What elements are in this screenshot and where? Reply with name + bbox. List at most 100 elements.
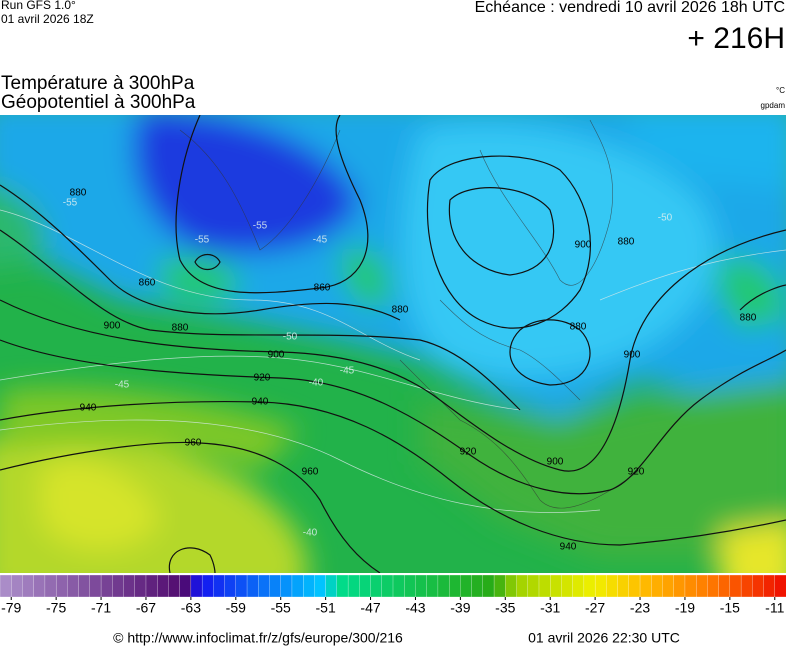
isotherm-label: -55	[195, 235, 210, 246]
contour-label: 880	[172, 323, 189, 334]
isotherm-label: -50	[658, 213, 673, 224]
colorbar-swatch	[179, 574, 192, 598]
footer-source: © http://www.infoclimat.fr/z/gfs/europe/…	[113, 630, 403, 646]
colorbar-swatch	[404, 574, 416, 598]
contour-label: 880	[618, 237, 635, 248]
colorbar-tick-label: -79	[1, 600, 21, 616]
map	[0, 115, 786, 573]
colorbar-swatch	[740, 574, 753, 598]
run-date: 01 avril 2026 18Z	[1, 12, 94, 26]
colorbar-swatch	[168, 574, 181, 598]
colorbar-swatch	[550, 574, 562, 598]
colorbar-swatch	[89, 574, 102, 598]
colorbar-swatch	[493, 574, 506, 598]
colorbar-swatch	[651, 574, 663, 598]
colorbar-swatch	[538, 574, 551, 598]
colorbar-tick-label: -59	[226, 600, 246, 616]
colorbar-swatch	[662, 574, 675, 598]
contour-label: 900	[268, 350, 285, 361]
isotherm-label: -45	[340, 366, 355, 377]
colorbar-tick-label: -71	[91, 600, 111, 616]
colorbar-swatch	[639, 574, 652, 598]
colorbar-swatch	[145, 574, 158, 598]
colorbar-tick-label: -35	[495, 600, 515, 616]
colorbar-tick-label: -39	[450, 600, 470, 616]
colorbar-swatch	[347, 574, 360, 598]
colorbar-swatch	[684, 574, 697, 598]
colorbar-swatch	[583, 574, 596, 598]
contour-label: 920	[254, 373, 271, 384]
colorbar-swatch	[763, 574, 776, 598]
contour-label: 940	[80, 403, 97, 414]
colorbar-tick-label: -63	[181, 600, 201, 616]
contour-label: 940	[252, 397, 269, 408]
colorbar-tick-label: -67	[136, 600, 156, 616]
contour-label: 880	[740, 313, 757, 324]
contour-label: 900	[547, 457, 564, 468]
colorbar-swatch	[78, 574, 91, 598]
colorbar-swatch	[22, 574, 35, 598]
colorbar-swatch	[134, 574, 147, 598]
colorbar-swatch	[112, 574, 124, 598]
contour-label: 960	[302, 467, 319, 478]
colorbar-swatch	[359, 574, 371, 598]
colorbar-swatch	[381, 574, 394, 598]
colorbar-swatch	[123, 574, 136, 598]
colorbar-swatch	[617, 574, 630, 598]
colorbar-swatch	[100, 574, 113, 598]
colorbar-swatch	[258, 574, 270, 598]
contour-label: 900	[575, 240, 592, 251]
contour-label: 900	[104, 321, 121, 332]
isotherm-label: -55	[253, 221, 268, 232]
colorbar-swatch	[269, 574, 282, 598]
colorbar-tick-label: -75	[46, 600, 66, 616]
colorbar-swatch	[190, 574, 203, 598]
colorbar-tick-label: -11	[765, 600, 784, 616]
colorbar-tick-label: -43	[405, 600, 425, 616]
colorbar-swatch	[696, 574, 708, 598]
colorbar-swatch	[336, 574, 349, 598]
contour-label: 860	[139, 278, 156, 289]
colorbar-swatch	[201, 574, 214, 598]
contour-label: 900	[624, 350, 641, 361]
colorbar-swatch	[370, 574, 383, 598]
colorbar-swatch	[314, 574, 327, 598]
colorbar-swatch	[729, 574, 742, 598]
colorbar-swatch	[774, 574, 786, 598]
colorbar-tick-label: -55	[271, 600, 291, 616]
colorbar-swatch	[280, 574, 293, 598]
unit-temperature: °C	[776, 86, 785, 95]
colorbar-tick-label: -31	[540, 600, 560, 616]
colorbar-swatch	[572, 574, 585, 598]
colorbar-swatch	[291, 574, 304, 598]
colorbar-swatch	[460, 574, 473, 598]
colorbar-swatch	[505, 574, 517, 598]
colorbar-swatch	[594, 574, 607, 598]
colorbar-tick-label: -19	[675, 600, 695, 616]
isotherm-label: -40	[309, 378, 324, 389]
contour-label: 880	[392, 305, 409, 316]
colorbar-swatch	[392, 574, 405, 598]
footer-date: 01 avril 2026 22:30 UTC	[528, 630, 680, 646]
colorbar-tick-label: -23	[630, 600, 650, 616]
contour-label: 860	[314, 283, 331, 294]
colorbar-swatch	[325, 574, 338, 598]
colorbar-swatch	[44, 574, 57, 598]
colorbar-swatch	[606, 574, 619, 598]
colorbar-swatch	[561, 574, 574, 598]
title-temperature: Température à 300hPa	[1, 73, 195, 94]
colorbar-swatch	[55, 574, 68, 598]
colorbar-swatch	[752, 574, 764, 598]
colorbar-swatch	[33, 574, 46, 598]
lead-time: + 216H	[687, 22, 785, 55]
colorbar-swatch	[157, 574, 169, 598]
colorbar-swatch	[213, 574, 226, 598]
colorbar-swatch	[235, 574, 248, 598]
colorbar-tick-label: -47	[360, 600, 380, 616]
isotherm-label: -40	[303, 528, 318, 539]
colorbar-tick-label: -27	[585, 600, 605, 616]
title-geopotential: Géopotentiel à 300hPa	[1, 92, 196, 113]
contour-label: 920	[460, 447, 477, 458]
colorbar-swatch	[448, 574, 461, 598]
